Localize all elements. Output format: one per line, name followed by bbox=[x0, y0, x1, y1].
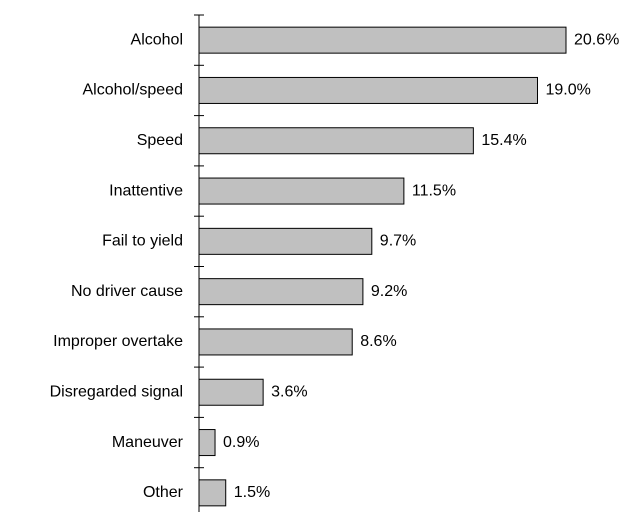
bar bbox=[198, 26, 567, 54]
value-label: 9.7% bbox=[380, 233, 416, 250]
value-label: 1.5% bbox=[234, 484, 270, 501]
category-label: Maneuver bbox=[112, 434, 184, 451]
category-label: Speed bbox=[137, 132, 183, 149]
bar bbox=[198, 278, 364, 306]
bar bbox=[198, 378, 264, 406]
bar bbox=[198, 429, 216, 457]
value-label: 19.0% bbox=[545, 82, 590, 99]
category-label: Alcohol bbox=[131, 31, 183, 48]
category-label: Inattentive bbox=[109, 182, 183, 199]
category-label: Fail to yield bbox=[102, 233, 183, 250]
value-label: 20.6% bbox=[574, 31, 619, 48]
bar bbox=[198, 76, 538, 104]
value-label: 9.2% bbox=[371, 283, 407, 300]
category-label: Disregarded signal bbox=[50, 383, 183, 400]
category-label: Improper overtake bbox=[53, 333, 183, 350]
category-label: No driver cause bbox=[71, 283, 183, 300]
value-label: 0.9% bbox=[223, 434, 259, 451]
bar bbox=[198, 177, 405, 205]
value-label: 15.4% bbox=[481, 132, 526, 149]
bar bbox=[198, 227, 373, 255]
value-label: 8.6% bbox=[360, 333, 396, 350]
bar bbox=[198, 479, 227, 507]
category-label: Alcohol/speed bbox=[82, 82, 183, 99]
value-label: 11.5% bbox=[412, 182, 456, 199]
value-label: 3.6% bbox=[271, 383, 307, 400]
category-label: Other bbox=[143, 484, 184, 501]
bar bbox=[198, 127, 474, 155]
bar bbox=[198, 328, 353, 356]
